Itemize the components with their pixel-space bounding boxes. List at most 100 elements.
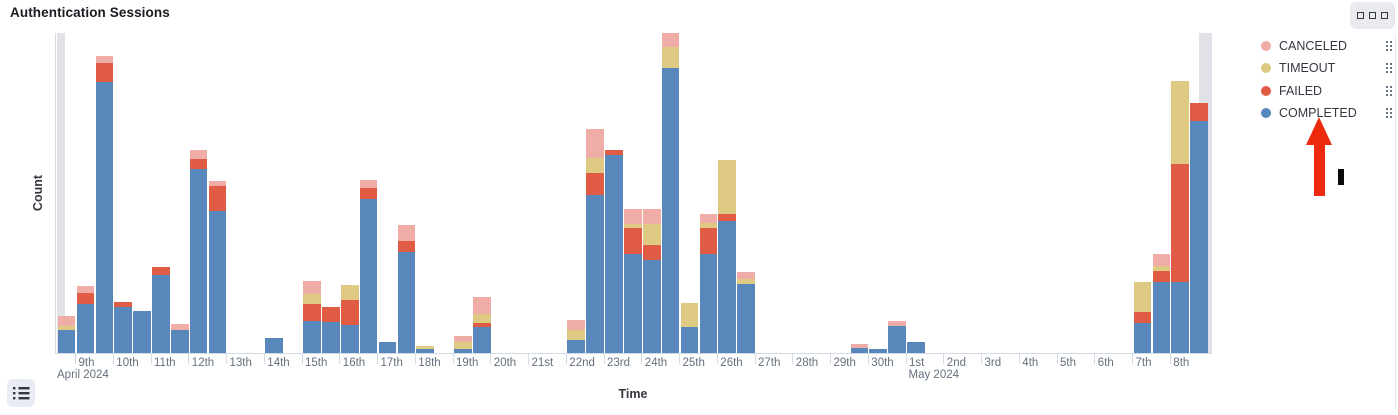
bar-apr-8-pm[interactable] <box>57 316 76 353</box>
bar-segment-canceled <box>1152 254 1171 266</box>
bar-apr-24-pm[interactable] <box>661 33 680 353</box>
bar-may-8-am[interactable] <box>1171 81 1189 353</box>
bar-apr-23-pm[interactable] <box>624 209 642 353</box>
legend-actions-handle-icon[interactable] <box>1386 108 1392 118</box>
bar-segment-failed <box>1171 164 1189 282</box>
bar-apr-17-am[interactable] <box>378 342 397 353</box>
bar-segment-completed <box>567 340 586 353</box>
bar-segment-canceled <box>171 324 189 330</box>
bar-apr-15-am[interactable] <box>303 281 321 353</box>
bar-segment-completed <box>340 325 359 353</box>
bar-segment-completed <box>189 169 208 353</box>
bar-segment-completed <box>76 304 95 353</box>
bar-apr-16-am[interactable] <box>340 285 359 353</box>
bar-segment-failed <box>1133 312 1152 323</box>
bar-apr-19-am[interactable] <box>454 336 472 353</box>
legend-actions-handle-icon[interactable] <box>1386 85 1392 96</box>
bar-apr-30-pm[interactable] <box>888 321 906 353</box>
x-tick-label: 21st <box>531 357 554 369</box>
bar-segment-failed <box>76 293 95 304</box>
bar-may-7-pm[interactable] <box>1152 254 1171 353</box>
x-tick-mark <box>452 353 454 364</box>
legend-label: TIMEOUT <box>1279 61 1336 75</box>
legend-item-timeout[interactable]: TIMEOUT <box>1261 61 1395 75</box>
bar-segment-completed <box>114 307 133 353</box>
bar-apr-23-am[interactable] <box>605 150 623 353</box>
bar-segment-completed <box>303 321 321 353</box>
bar-apr-30-am[interactable] <box>869 349 888 353</box>
bar-segment-failed <box>152 267 170 275</box>
page-title: Authentication Sessions <box>10 5 170 20</box>
bar-apr-29-pm[interactable] <box>850 344 869 353</box>
x-tick-label: 20th <box>493 357 517 369</box>
x-tick-label: 15th <box>305 357 328 369</box>
chart-plot-area <box>55 33 1212 354</box>
x-tick-mark <box>792 353 794 364</box>
bar-apr-11-pm[interactable] <box>171 324 189 353</box>
bar-segment-completed <box>661 68 680 353</box>
list-icon <box>12 386 29 399</box>
bar-apr-10-pm[interactable] <box>133 311 151 353</box>
bar-segment-canceled <box>454 336 472 342</box>
bar-segment-failed <box>586 173 604 195</box>
bar-segment-canceled <box>850 344 869 348</box>
bar-apr-17-pm[interactable] <box>397 225 416 353</box>
bar-apr-12-pm[interactable] <box>208 181 227 353</box>
bar-apr-24-am[interactable] <box>642 209 661 353</box>
bar-may-8-pm[interactable] <box>1190 103 1208 353</box>
x-tick-mark <box>1094 353 1096 364</box>
bar-apr-14-am[interactable] <box>265 338 283 353</box>
x-tick-mark <box>150 353 152 364</box>
bar-apr-26-am[interactable] <box>718 160 737 353</box>
x-tick-mark <box>1018 353 1020 364</box>
bar-apr-9-pm[interactable] <box>95 56 114 353</box>
bar-segment-canceled <box>888 321 906 326</box>
bar-apr-9-am[interactable] <box>76 286 95 353</box>
bar-segment-completed <box>171 330 189 353</box>
bar-apr-10-am[interactable] <box>114 302 133 353</box>
bar-may-1-am[interactable] <box>907 342 925 353</box>
x-tick-mark <box>301 353 303 364</box>
bar-apr-19-pm[interactable] <box>473 297 491 353</box>
bar-segment-completed <box>850 348 869 353</box>
bar-apr-11-am[interactable] <box>152 267 170 353</box>
bar-segment-timeout <box>454 342 472 349</box>
bar-segment-completed <box>359 199 378 353</box>
x-tick-mark <box>490 353 492 364</box>
x-tick-mark <box>1056 353 1058 364</box>
bar-apr-22-am[interactable] <box>567 320 586 353</box>
bar-segment-timeout <box>680 303 699 327</box>
panel-options-button[interactable] <box>1350 2 1395 29</box>
legend-item-failed[interactable]: FAILED <box>1261 84 1395 98</box>
bar-apr-22-pm[interactable] <box>586 129 604 353</box>
legend-toggle-button[interactable] <box>7 379 35 407</box>
x-tick-label: 25th <box>682 357 705 369</box>
bar-may-7-am[interactable] <box>1133 282 1152 353</box>
bar-apr-12-am[interactable] <box>189 150 208 353</box>
bar-segment-completed <box>1133 323 1152 353</box>
x-tick-label: 13th <box>229 357 252 369</box>
x-tick-label: 4th <box>1022 357 1039 369</box>
x-tick-label: 23rd <box>607 357 631 369</box>
legend-item-canceled[interactable]: CANCELED <box>1261 39 1395 53</box>
legend-actions-handle-icon[interactable] <box>1386 63 1392 73</box>
bar-apr-16-pm[interactable] <box>359 180 378 353</box>
bar-segment-completed <box>473 327 491 353</box>
x-tick-label: 16th <box>342 357 366 369</box>
bar-apr-25-pm[interactable] <box>699 214 718 353</box>
bar-apr-25-am[interactable] <box>680 303 699 353</box>
bar-segment-timeout <box>1152 266 1171 271</box>
x-tick-mark <box>377 353 378 364</box>
x-tick-mark <box>754 353 756 364</box>
bar-segment-timeout <box>473 314 491 323</box>
bar-segment-failed <box>1190 103 1208 121</box>
panel-options-icon <box>1356 11 1365 20</box>
x-tick-label: 30th <box>871 357 894 369</box>
bar-apr-26-pm[interactable] <box>737 272 755 353</box>
bar-apr-18-am[interactable] <box>416 346 435 353</box>
legend-item-completed[interactable]: COMPLETED <box>1261 106 1395 120</box>
legend-actions-handle-icon[interactable] <box>1386 40 1392 51</box>
bar-apr-15-pm[interactable] <box>322 307 340 353</box>
x-tick-label: 7th <box>1135 357 1152 369</box>
